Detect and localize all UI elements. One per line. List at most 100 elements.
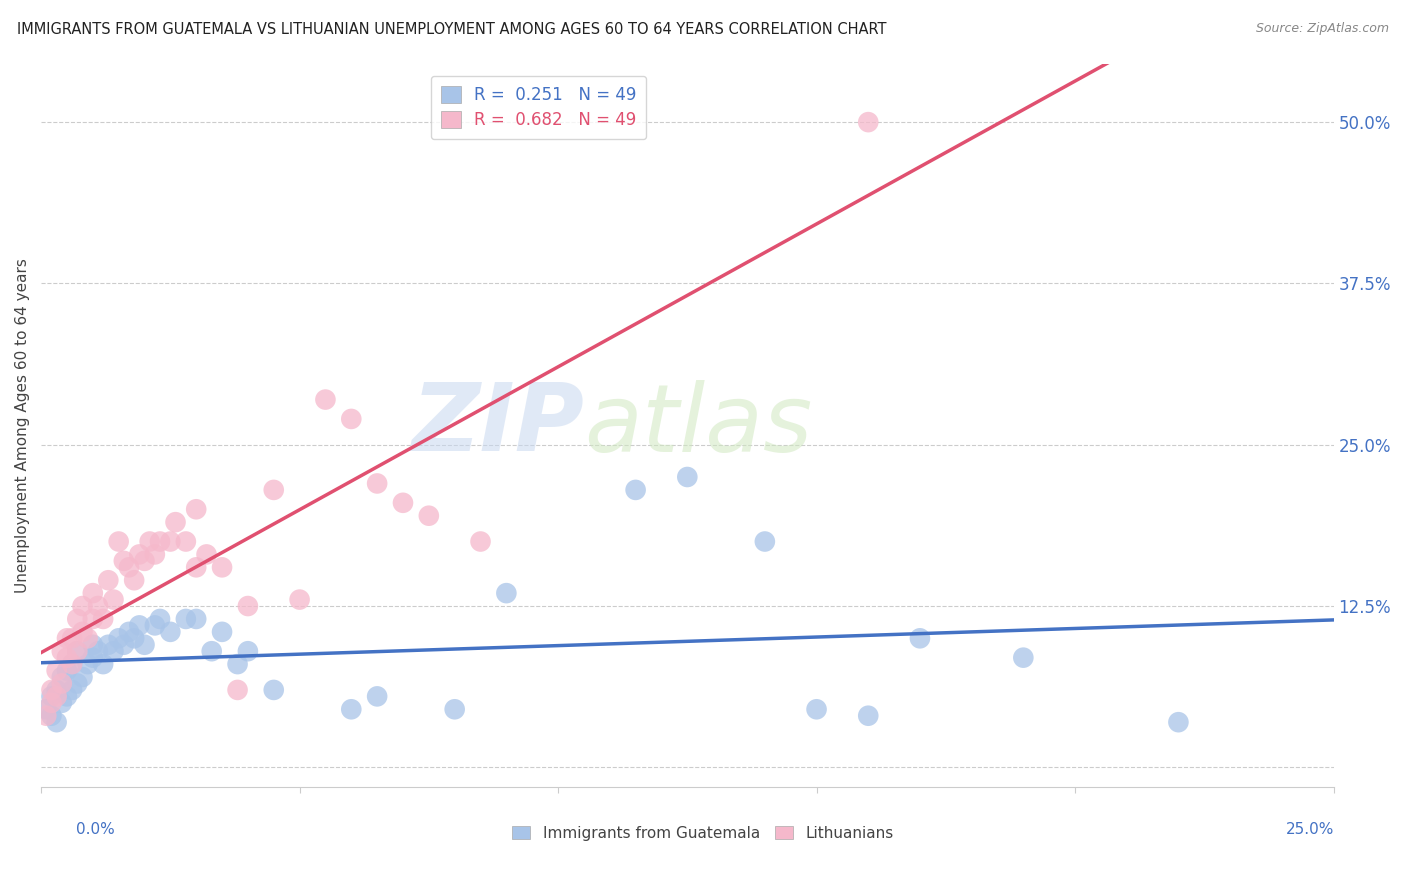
Point <box>134 554 156 568</box>
Point <box>91 612 114 626</box>
Point <box>236 644 259 658</box>
Point <box>41 708 63 723</box>
Point <box>676 470 699 484</box>
Point <box>66 644 89 658</box>
Point <box>174 612 197 626</box>
Point <box>45 690 67 704</box>
Point <box>72 599 94 613</box>
Point <box>149 534 172 549</box>
Point <box>236 599 259 613</box>
Point <box>82 586 104 600</box>
Point <box>60 657 83 672</box>
Point <box>128 618 150 632</box>
Point <box>340 702 363 716</box>
Point <box>51 676 73 690</box>
Point <box>60 632 83 646</box>
Point <box>858 708 880 723</box>
Point <box>45 715 67 730</box>
Point <box>112 638 135 652</box>
Point <box>56 650 79 665</box>
Point <box>107 632 129 646</box>
Y-axis label: Unemployment Among Ages 60 to 64 years: Unemployment Among Ages 60 to 64 years <box>15 258 30 593</box>
Point <box>288 592 311 607</box>
Point <box>103 592 125 607</box>
Point <box>35 708 58 723</box>
Point <box>82 612 104 626</box>
Point <box>122 632 145 646</box>
Point <box>263 483 285 497</box>
Point <box>174 534 197 549</box>
Point <box>340 412 363 426</box>
Point <box>226 682 249 697</box>
Point <box>56 632 79 646</box>
Text: IMMIGRANTS FROM GUATEMALA VS LITHUANIAN UNEMPLOYMENT AMONG AGES 60 TO 64 YEARS C: IMMIGRANTS FROM GUATEMALA VS LITHUANIAN … <box>17 22 886 37</box>
Point <box>195 548 218 562</box>
Point <box>118 560 141 574</box>
Point <box>41 690 63 704</box>
Text: 25.0%: 25.0% <box>1286 822 1334 837</box>
Point <box>211 560 233 574</box>
Point <box>91 657 114 672</box>
Point <box>149 612 172 626</box>
Legend: Immigrants from Guatemala, Lithuanians: Immigrants from Guatemala, Lithuanians <box>506 820 900 847</box>
Point <box>143 618 166 632</box>
Point <box>495 586 517 600</box>
Point <box>201 644 224 658</box>
Point <box>60 682 83 697</box>
Point <box>72 670 94 684</box>
Point <box>418 508 440 523</box>
Point <box>51 670 73 684</box>
Point <box>118 624 141 639</box>
Point <box>112 554 135 568</box>
Point <box>806 702 828 716</box>
Point <box>45 682 67 697</box>
Point <box>138 534 160 549</box>
Legend: R =  0.251   N = 49, R =  0.682   N = 49: R = 0.251 N = 49, R = 0.682 N = 49 <box>430 76 647 139</box>
Point <box>41 696 63 710</box>
Point <box>66 612 89 626</box>
Point <box>1167 715 1189 730</box>
Point <box>165 515 187 529</box>
Point <box>392 496 415 510</box>
Point <box>76 657 98 672</box>
Point <box>128 548 150 562</box>
Point <box>76 632 98 646</box>
Point <box>122 573 145 587</box>
Point <box>66 644 89 658</box>
Point <box>103 644 125 658</box>
Point <box>226 657 249 672</box>
Point <box>159 624 181 639</box>
Text: ZIP: ZIP <box>411 379 583 471</box>
Point <box>35 702 58 716</box>
Point <box>754 534 776 549</box>
Point <box>314 392 336 407</box>
Point <box>60 657 83 672</box>
Point <box>366 476 388 491</box>
Point <box>97 638 120 652</box>
Point <box>366 690 388 704</box>
Point <box>82 650 104 665</box>
Point <box>51 644 73 658</box>
Point <box>186 502 208 516</box>
Point <box>624 483 647 497</box>
Point <box>1012 650 1035 665</box>
Point <box>45 664 67 678</box>
Point <box>211 624 233 639</box>
Text: 0.0%: 0.0% <box>76 822 115 837</box>
Point <box>858 115 880 129</box>
Point <box>51 696 73 710</box>
Point <box>87 644 110 658</box>
Point <box>87 599 110 613</box>
Point <box>443 702 465 716</box>
Text: atlas: atlas <box>583 380 813 471</box>
Point <box>134 638 156 652</box>
Text: Source: ZipAtlas.com: Source: ZipAtlas.com <box>1256 22 1389 36</box>
Point <box>470 534 492 549</box>
Point <box>56 690 79 704</box>
Point <box>263 682 285 697</box>
Point <box>186 560 208 574</box>
Point <box>56 664 79 678</box>
Point <box>82 638 104 652</box>
Point <box>908 632 931 646</box>
Point <box>107 534 129 549</box>
